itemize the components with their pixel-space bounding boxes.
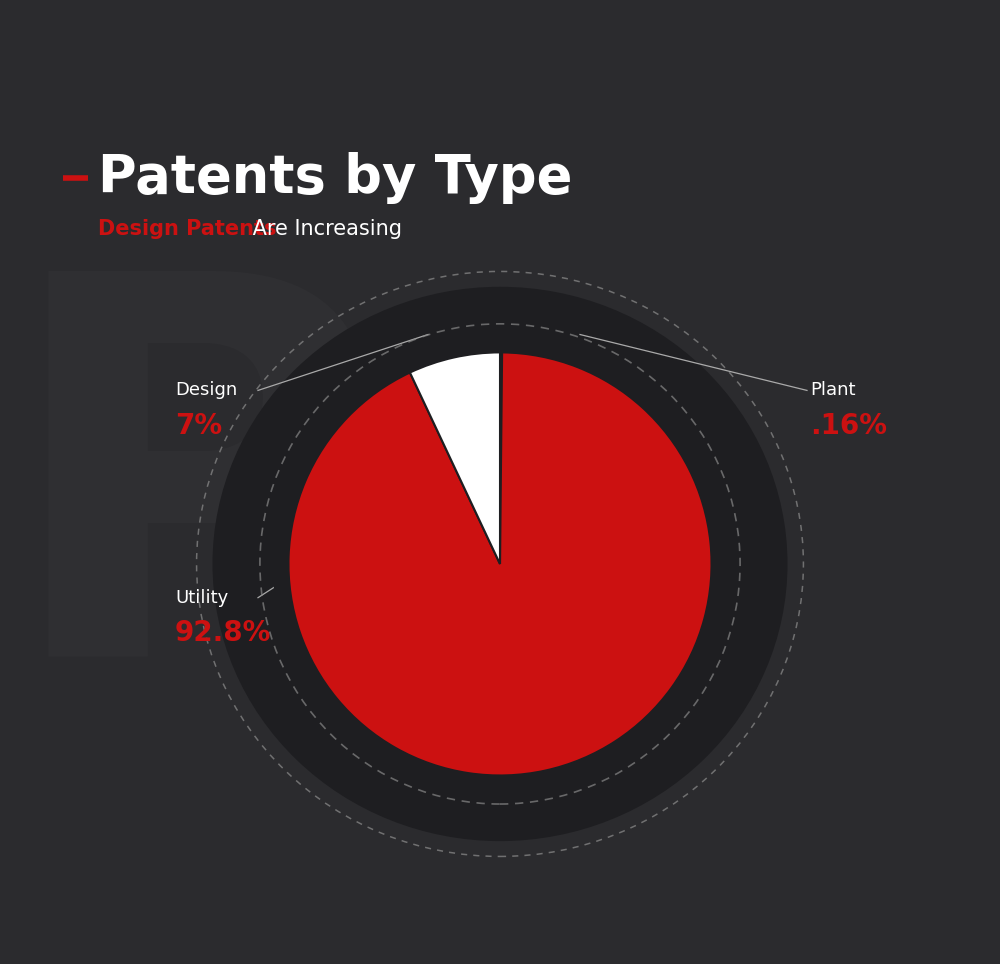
Text: Are Increasing: Are Increasing bbox=[246, 220, 402, 239]
Text: P: P bbox=[0, 254, 387, 767]
Wedge shape bbox=[288, 353, 712, 775]
Text: .16%: .16% bbox=[810, 412, 887, 441]
Text: Patents by Type: Patents by Type bbox=[98, 152, 572, 204]
Circle shape bbox=[212, 286, 788, 842]
Text: Design Patents: Design Patents bbox=[98, 220, 276, 239]
Circle shape bbox=[273, 336, 727, 791]
Wedge shape bbox=[500, 353, 502, 564]
Text: Utility: Utility bbox=[175, 589, 228, 606]
Text: 7%: 7% bbox=[175, 412, 222, 441]
Wedge shape bbox=[410, 353, 500, 564]
Text: Plant: Plant bbox=[810, 382, 856, 399]
Text: 92.8%: 92.8% bbox=[175, 619, 271, 648]
Text: Design: Design bbox=[175, 382, 237, 399]
